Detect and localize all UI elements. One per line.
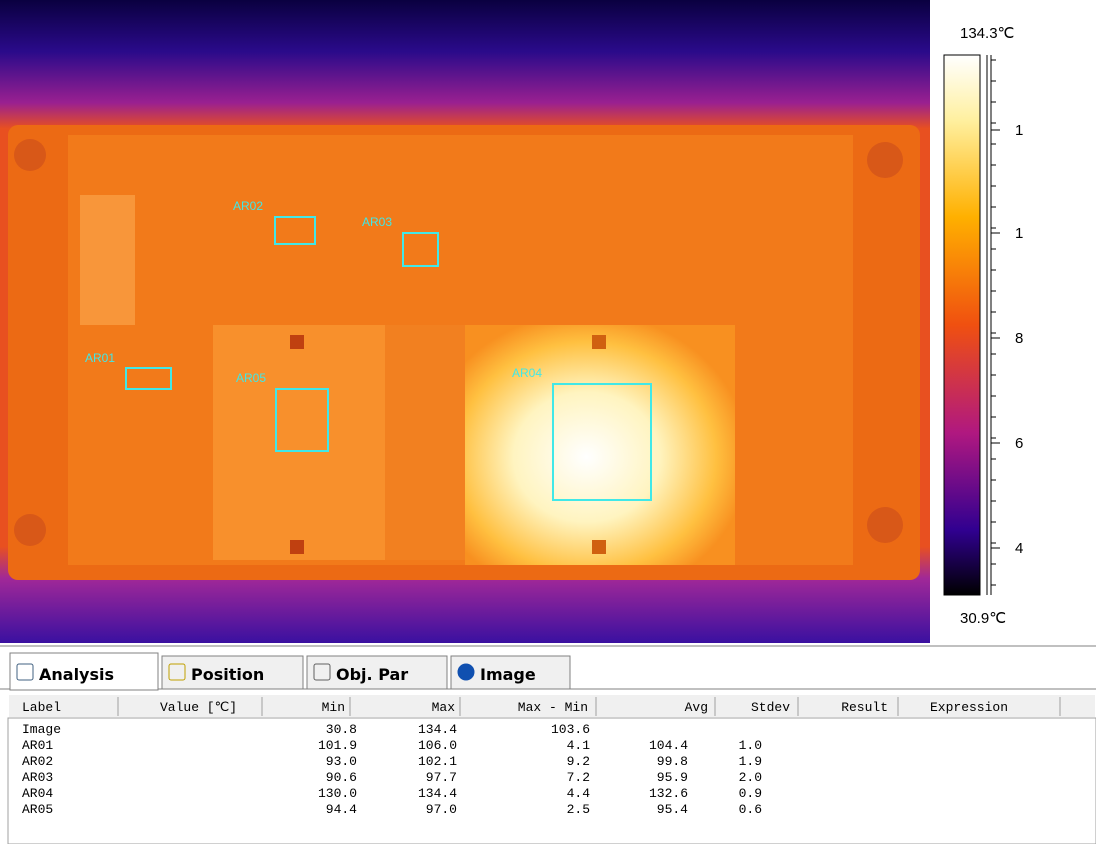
table-frame: [7, 717, 1096, 844]
tab-label: Analysis: [39, 665, 114, 684]
tab-icon: [168, 663, 186, 681]
table-cell: 95.4: [657, 802, 688, 817]
tab-icon: [313, 663, 331, 681]
roi-label: AR05: [236, 371, 266, 385]
colorbar-tick-label: 1: [1015, 122, 1023, 139]
table-cell: 101.9: [318, 738, 357, 753]
table-cell: 134.4: [418, 786, 457, 801]
table-cell: 103.6: [551, 722, 590, 737]
tab-icon: [16, 663, 34, 681]
table-cell: 130.0: [318, 786, 357, 801]
column-header: Label: [22, 700, 61, 715]
thermal-image: [0, 0, 930, 643]
roi-box[interactable]: [274, 216, 316, 245]
table-cell: 4.1: [567, 738, 591, 753]
table-cell: Image: [22, 722, 61, 737]
colorbar: [943, 54, 981, 596]
table-cell: 102.1: [418, 754, 457, 769]
table-cell: AR03: [22, 770, 53, 785]
column-header: Result: [841, 700, 888, 715]
table-cell: 94.4: [326, 802, 357, 817]
tab-label: Image: [480, 665, 536, 684]
table-cell: 104.4: [649, 738, 688, 753]
table-cell: 1.9: [739, 754, 762, 769]
table-cell: AR05: [22, 802, 53, 817]
table-cell: 132.6: [649, 786, 688, 801]
column-header: Stdev: [751, 700, 790, 715]
table-cell: AR02: [22, 754, 53, 769]
column-header: Value [℃]: [160, 700, 237, 715]
tab-label: Obj. Par: [336, 665, 408, 684]
roi-box[interactable]: [125, 367, 172, 390]
table-cell: 9.2: [567, 754, 590, 769]
table-header: [9, 695, 1095, 717]
column-header: Max - Min: [518, 700, 588, 715]
tab[interactable]: [9, 652, 159, 691]
table-cell: 7.2: [567, 770, 590, 785]
table-cell: 2.5: [567, 802, 590, 817]
colorbar-panel: 134.3℃ 30.9℃: [943, 25, 1014, 627]
column-header: Avg: [685, 700, 708, 715]
table-cell: 95.9: [657, 770, 688, 785]
roi-box[interactable]: [552, 383, 652, 501]
table-cell: 93.0: [326, 754, 357, 769]
colorbar-min: 30.9℃: [960, 610, 1006, 627]
column-header: Max: [432, 700, 456, 715]
table-cell: 4.4: [567, 786, 591, 801]
table-cell: 2.0: [739, 770, 762, 785]
table-cell: 106.0: [418, 738, 457, 753]
roi-label: AR02: [233, 199, 263, 213]
colorbar-tick-label: 8: [1015, 330, 1023, 347]
tab[interactable]: [161, 655, 304, 690]
table-cell: 30.8: [326, 722, 357, 737]
table-cell: 134.4: [418, 722, 457, 737]
roi-label: AR01: [85, 351, 115, 365]
colorbar-max: 134.3℃: [960, 25, 1014, 42]
roi-box[interactable]: [402, 232, 439, 267]
roi-box[interactable]: [275, 388, 329, 452]
colorbar-tick-label: 4: [1015, 540, 1023, 557]
colorbar-tick-label: 6: [1015, 435, 1023, 452]
table-cell: 97.0: [426, 802, 457, 817]
column-header: Expression: [930, 700, 1008, 715]
table-cell: 90.6: [326, 770, 357, 785]
table-cell: AR01: [22, 738, 53, 753]
tab-label: Position: [191, 665, 264, 684]
table-cell: AR04: [22, 786, 53, 801]
table-cell: 0.9: [739, 786, 762, 801]
table-cell: 99.8: [657, 754, 688, 769]
table-cell: 1.0: [739, 738, 762, 753]
table-cell: 0.6: [739, 802, 762, 817]
roi-label: AR03: [362, 215, 392, 229]
table-cell: 97.7: [426, 770, 457, 785]
roi-label: AR04: [512, 366, 542, 380]
colorbar-tick-label: 1: [1015, 225, 1023, 242]
column-header: Min: [322, 700, 345, 715]
tab-icon: [457, 663, 475, 681]
